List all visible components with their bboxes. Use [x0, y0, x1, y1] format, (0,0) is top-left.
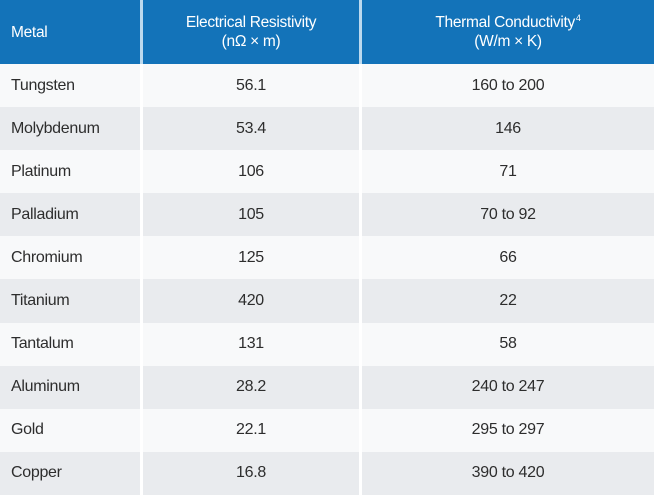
- metal-cell: Chromium: [0, 236, 143, 280]
- table-row: Chromium 125 66: [0, 236, 654, 280]
- conductivity-cell: 160 to 200: [362, 64, 654, 108]
- table-header-row: Metal Electrical Resistivity (nΩ × m) Th…: [0, 0, 654, 64]
- column-header-electrical-resistivity: Electrical Resistivity (nΩ × m): [143, 0, 362, 64]
- conductivity-cell: 58: [362, 322, 654, 366]
- resistivity-cell: 22.1: [143, 408, 362, 452]
- resistivity-cell: 105: [143, 193, 362, 237]
- metal-cell: Copper: [0, 451, 143, 495]
- table-row: Gold 22.1 295 to 297: [0, 408, 654, 452]
- footnote-marker: 4: [575, 12, 581, 23]
- resistivity-cell: 28.2: [143, 365, 362, 409]
- table-row: Platinum 106 71: [0, 150, 654, 194]
- column-header-thermal-conductivity-label: Thermal Conductivity: [435, 14, 575, 31]
- metal-cell: Platinum: [0, 150, 143, 194]
- resistivity-cell: 106: [143, 150, 362, 194]
- metal-cell: Aluminum: [0, 365, 143, 409]
- conductivity-cell: 295 to 297: [362, 408, 654, 452]
- table-row: Copper 16.8 390 to 420: [0, 451, 654, 495]
- conductivity-cell: 71: [362, 150, 654, 194]
- column-header-thermal-conductivity: Thermal Conductivity4 (W/m × K): [362, 0, 654, 64]
- table-row: Aluminum 28.2 240 to 247: [0, 365, 654, 409]
- table-body: Tungsten 56.1 160 to 200 Molybdenum 53.4 146 P…: [0, 64, 654, 495]
- table-row: Palladium 105 70 to 92: [0, 193, 654, 237]
- metal-cell: Tantalum: [0, 322, 143, 366]
- table-row: Tantalum 131 58: [0, 322, 654, 366]
- conductivity-cell: 240 to 247: [362, 365, 654, 409]
- conductivity-cell: 390 to 420: [362, 451, 654, 495]
- table-row: Molybdenum 53.4 146: [0, 107, 654, 151]
- resistivity-cell: 53.4: [143, 107, 362, 151]
- column-header-thermal-conductivity-unit: (W/m × K): [474, 33, 542, 50]
- resistivity-cell: 16.8: [143, 451, 362, 495]
- resistivity-cell: 420: [143, 279, 362, 323]
- column-header-electrical-resistivity-unit: (nΩ × m): [221, 33, 281, 50]
- metal-cell: Gold: [0, 408, 143, 452]
- table-row: Titanium 420 22: [0, 279, 654, 323]
- column-header-electrical-resistivity-label: Electrical Resistivity: [185, 14, 317, 31]
- resistivity-cell: 125: [143, 236, 362, 280]
- metal-cell: Molybdenum: [0, 107, 143, 151]
- resistivity-cell: 56.1: [143, 64, 362, 108]
- column-header-metal: Metal: [0, 0, 143, 64]
- table-row: Tungsten 56.1 160 to 200: [0, 64, 654, 108]
- metal-cell: Palladium: [0, 193, 143, 237]
- conductivity-cell: 70 to 92: [362, 193, 654, 237]
- metal-cell: Titanium: [0, 279, 143, 323]
- conductivity-cell: 146: [362, 107, 654, 151]
- resistivity-cell: 131: [143, 322, 362, 366]
- conductivity-cell: 66: [362, 236, 654, 280]
- conductivity-cell: 22: [362, 279, 654, 323]
- column-header-metal-label: Metal: [11, 23, 48, 41]
- metal-cell: Tungsten: [0, 64, 143, 108]
